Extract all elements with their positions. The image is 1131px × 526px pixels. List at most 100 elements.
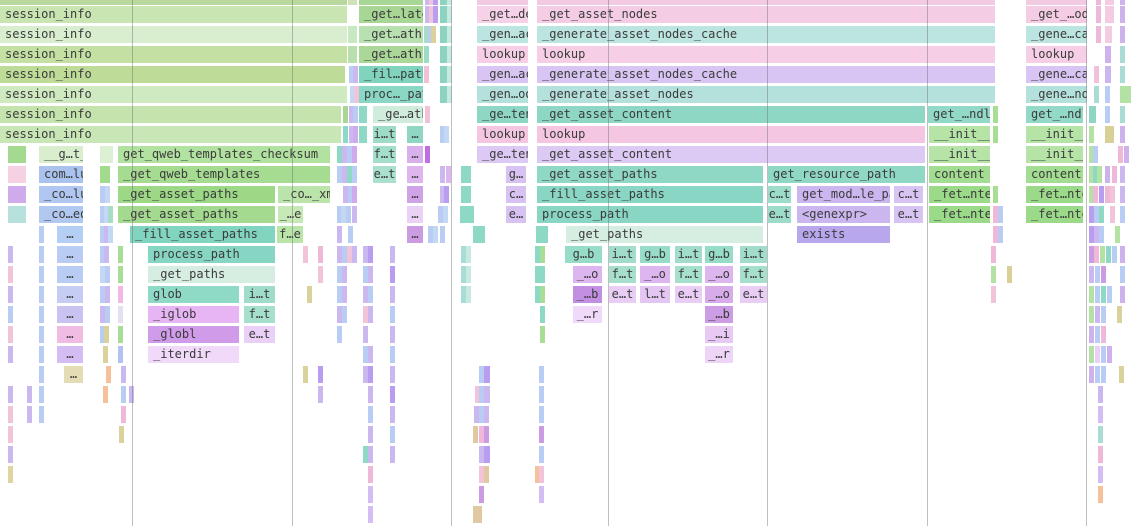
frame[interactable]: … — [407, 126, 423, 143]
frame[interactable]: _globl — [148, 326, 239, 343]
frame-bar[interactable] — [121, 366, 126, 383]
frame-bar[interactable] — [103, 386, 108, 403]
frame-bar[interactable] — [352, 206, 357, 223]
frame[interactable]: e… — [506, 206, 526, 223]
frame[interactable]: exists — [797, 226, 890, 243]
frame-bar[interactable] — [1095, 366, 1100, 383]
frame-bar[interactable] — [1120, 206, 1125, 223]
frame-bar[interactable] — [39, 326, 44, 343]
frame-bar[interactable] — [1089, 186, 1094, 203]
frame-bar[interactable] — [348, 226, 353, 243]
frame-bar[interactable] — [363, 366, 368, 383]
frame[interactable]: _gen…ode — [477, 86, 528, 103]
frame-bar[interactable] — [337, 146, 342, 163]
frame-bar[interactable] — [425, 6, 430, 23]
frame[interactable]: _get_…odes — [1026, 6, 1087, 23]
frame-bar[interactable] — [428, 226, 433, 243]
frame-bar[interactable] — [440, 186, 445, 203]
frame-bar[interactable] — [350, 86, 355, 103]
frame-bar[interactable] — [100, 246, 105, 263]
frame-bar[interactable] — [343, 126, 348, 143]
frame-bar[interactable] — [363, 246, 368, 263]
frame[interactable]: e…t — [675, 286, 702, 303]
frame-bar[interactable] — [368, 306, 373, 323]
frame-bar[interactable] — [479, 406, 484, 423]
frame-bar[interactable] — [353, 106, 358, 123]
frame-bar[interactable] — [429, 0, 434, 5]
frame-bar[interactable] — [368, 386, 373, 403]
frame-bar[interactable] — [444, 186, 449, 203]
frame-bar[interactable] — [1117, 306, 1122, 323]
frame-bar[interactable] — [447, 46, 452, 63]
frame[interactable]: l…t — [640, 286, 670, 303]
frame-bar[interactable] — [8, 426, 13, 443]
frame-bar[interactable] — [484, 386, 490, 403]
frame-bar[interactable] — [1096, 6, 1101, 23]
frame-bar[interactable] — [368, 466, 373, 483]
frame-bar[interactable] — [1120, 106, 1125, 123]
frame[interactable]: _co…lu — [39, 186, 83, 203]
frame[interactable]: glob — [148, 286, 239, 303]
frame-bar[interactable] — [121, 386, 126, 403]
frame-bar[interactable] — [1100, 246, 1105, 263]
frame-bar[interactable] — [1089, 366, 1094, 383]
frame[interactable]: _ge…ath — [373, 106, 423, 123]
frame-bar[interactable] — [1089, 346, 1094, 363]
frame-bar[interactable] — [1095, 286, 1100, 303]
frame[interactable]: _ge…ten — [477, 146, 528, 163]
frame-bar[interactable] — [440, 86, 447, 103]
frame[interactable]: _…r — [705, 346, 733, 363]
frame[interactable]: f…t — [675, 266, 702, 283]
frame[interactable]: _gen…ach — [477, 26, 528, 43]
frame-bar[interactable] — [1089, 326, 1094, 343]
frame-bar[interactable] — [337, 306, 342, 323]
frame-bar[interactable] — [535, 266, 540, 283]
frame[interactable]: i…t — [740, 246, 767, 263]
frame-bar[interactable] — [352, 146, 357, 163]
frame-bar[interactable] — [108, 206, 113, 223]
frame-bar[interactable] — [368, 266, 373, 283]
frame-bar[interactable] — [390, 286, 395, 303]
frame-bar[interactable] — [349, 106, 354, 123]
frame-bar[interactable] — [479, 386, 484, 403]
frame-bar[interactable] — [100, 166, 110, 183]
frame[interactable]: _…r — [573, 306, 602, 323]
frame[interactable]: _get…aths — [359, 46, 423, 63]
frame-bar[interactable] — [440, 26, 447, 43]
frame-bar[interactable] — [993, 206, 998, 223]
frame-bar[interactable] — [359, 0, 423, 5]
frame[interactable]: _get_asset_paths — [537, 166, 763, 183]
frame[interactable]: process_path — [537, 206, 763, 223]
frame-bar[interactable] — [484, 406, 489, 423]
frame-bar[interactable] — [991, 266, 996, 283]
frame[interactable]: e…t — [768, 206, 791, 223]
frame[interactable]: __init__ — [1026, 146, 1083, 163]
frame-bar[interactable] — [1089, 206, 1094, 223]
frame[interactable]: lookup — [477, 126, 528, 143]
frame-bar[interactable] — [440, 46, 447, 63]
frame-bar[interactable] — [993, 126, 998, 143]
frame[interactable]: _get_qweb_templates — [118, 166, 330, 183]
frame-bar[interactable] — [1101, 346, 1106, 363]
frame-bar[interactable] — [354, 86, 359, 103]
frame-bar[interactable] — [8, 246, 13, 263]
frame-bar[interactable] — [1093, 186, 1098, 203]
frame-bar[interactable] — [1120, 86, 1131, 103]
frame-bar[interactable] — [1089, 166, 1094, 183]
frame-bar[interactable] — [1098, 386, 1103, 403]
frame-bar[interactable] — [104, 246, 109, 263]
frame[interactable]: _fet…nten — [1026, 206, 1083, 223]
frame-bar[interactable] — [105, 306, 110, 323]
frame-bar[interactable] — [348, 0, 357, 5]
frame-bar[interactable] — [993, 226, 998, 243]
frame-bar[interactable] — [8, 166, 26, 183]
frame[interactable]: _gene…cach — [1026, 26, 1087, 43]
frame-bar[interactable] — [39, 246, 44, 263]
frame-bar[interactable] — [348, 46, 357, 63]
frame[interactable]: __init__ — [929, 126, 990, 143]
frame[interactable]: _get_asset_content — [537, 106, 925, 123]
frame[interactable]: _…o — [705, 286, 733, 303]
frame-bar[interactable] — [539, 466, 544, 483]
frame-bar[interactable] — [466, 266, 471, 283]
frame[interactable]: get_…ndle — [928, 106, 990, 123]
